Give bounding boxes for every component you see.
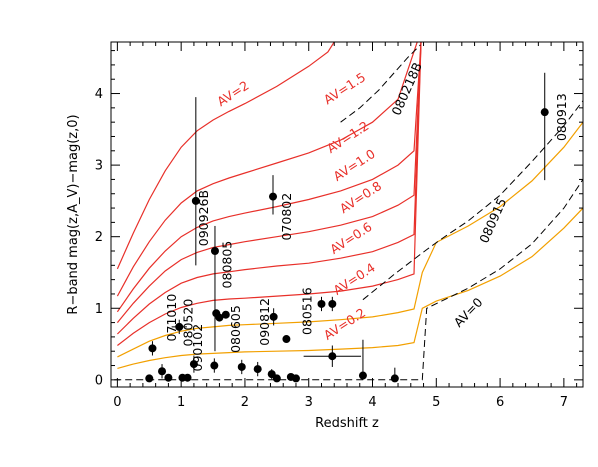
curve-av-1-2 [116, 42, 422, 313]
data-point [145, 374, 154, 383]
x-tick-label: 6 [496, 395, 504, 410]
grb-label: 090102 [190, 324, 205, 372]
curve-label: AV=0.2 [321, 305, 368, 343]
y-tick-label: 1 [95, 302, 103, 317]
x-tick-label: 0 [113, 395, 121, 410]
curve-080915 [362, 100, 583, 301]
curve-label: AV=0.6 [327, 219, 374, 257]
data-point [158, 367, 167, 376]
y-tick-label: 0 [95, 373, 103, 388]
curve-label: 080915 [476, 196, 509, 246]
grb-label: 090812 [257, 298, 272, 346]
grb-label: 080605 [228, 305, 243, 353]
grb-label: 080520 [181, 299, 196, 347]
curves-layer [114, 42, 583, 381]
data-point [221, 310, 230, 319]
curve-av-0-6 [117, 42, 422, 346]
data-point [175, 322, 184, 331]
x-tick-label: 7 [560, 395, 568, 410]
labels-layer: AV=2 AV=1.5AV=1.2AV=1.0AV=0.8AV=0.6AV=0.4… [164, 60, 569, 371]
data-point [358, 371, 367, 380]
axes-layer: 0 1 2 3 4 5 6 7 0 1 2 3 4 [95, 42, 583, 410]
data-point [269, 192, 278, 201]
data-point [148, 344, 157, 353]
y-tick-label: 3 [95, 159, 103, 174]
y-tick-label: 4 [95, 87, 103, 102]
x-tick-label: 2 [241, 395, 249, 410]
data-point [390, 374, 399, 383]
curve-av-2 [116, 42, 335, 270]
data-point [210, 361, 219, 370]
x-axis-label: Redshift z [315, 416, 379, 431]
curve-label: AV=2 [214, 78, 251, 109]
curve-av-0-8 [116, 42, 422, 335]
data-point [540, 108, 549, 117]
curve-av-0-4 [117, 121, 583, 358]
grb-label: 090926B [196, 190, 211, 246]
curve-label: AV=1.5 [321, 69, 368, 107]
data-point [237, 362, 246, 371]
x-tick-label: 3 [305, 395, 313, 410]
curve-label: AV=0.4 [330, 260, 377, 298]
curve-av-0 [114, 179, 583, 381]
points-layer [145, 72, 549, 383]
data-point [269, 312, 278, 321]
curve-label: AV=0 [451, 295, 486, 330]
data-point [328, 352, 337, 361]
data-point [272, 374, 281, 383]
x-tick-label: 1 [177, 395, 185, 410]
data-point [215, 313, 224, 322]
data-point [253, 365, 262, 374]
data-point [317, 299, 326, 308]
grb-label: 070802 [279, 193, 294, 241]
x-tick-label: 4 [368, 395, 376, 410]
grb-label: 080913 [554, 93, 569, 141]
curve-av-1-5 [116, 42, 418, 297]
x-tick-label: 5 [432, 395, 440, 410]
data-point [189, 360, 198, 369]
curve-av-1-0 [116, 42, 422, 323]
data-point [164, 373, 173, 382]
data-point [282, 335, 291, 344]
data-point [183, 373, 192, 382]
data-point [191, 196, 200, 205]
y-axis-label: R−band mag(z,A_V)−mag(z,0) [66, 114, 81, 314]
curve-av-0-2 [117, 207, 583, 369]
y-tick-label: 2 [95, 230, 103, 245]
grb-label: 080516 [299, 287, 314, 335]
grb-label: 071010 [164, 294, 179, 342]
grb-label: 080805 [220, 241, 235, 289]
data-point [291, 374, 300, 383]
data-point [328, 299, 337, 308]
data-point [210, 247, 219, 256]
